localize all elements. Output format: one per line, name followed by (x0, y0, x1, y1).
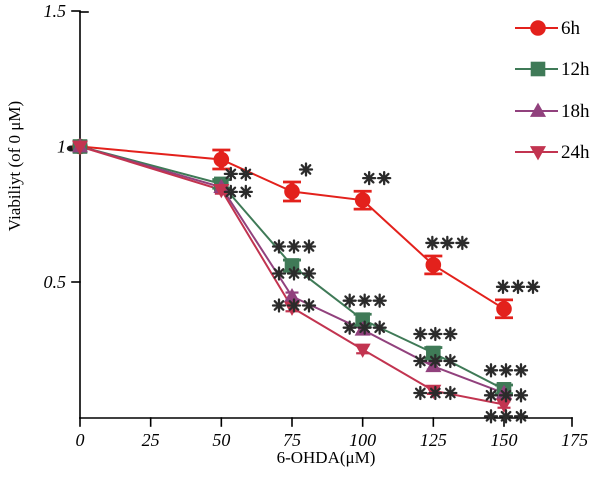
svg-text:24h: 24h (561, 142, 590, 163)
svg-text:6-OHDA(μM): 6-OHDA(μM) (277, 448, 376, 467)
svg-text:75: 75 (283, 430, 301, 450)
svg-text:0.5: 0.5 (44, 272, 67, 292)
svg-text:1.5: 1.5 (44, 1, 67, 21)
svg-text:6h: 6h (561, 18, 581, 39)
svg-text:Viabiliyt (of 0 μM): Viabiliyt (of 0 μM) (5, 101, 24, 231)
svg-text:25: 25 (142, 430, 160, 450)
svg-text:125: 125 (420, 430, 447, 450)
svg-text:150: 150 (491, 430, 518, 450)
svg-text:100: 100 (349, 430, 376, 450)
svg-text:175: 175 (561, 430, 588, 450)
svg-text:18h: 18h (561, 101, 590, 122)
svg-text:0: 0 (76, 430, 85, 450)
svg-text:50: 50 (212, 430, 230, 450)
svg-text:12h: 12h (561, 59, 590, 80)
svg-text:1: 1 (57, 137, 66, 157)
